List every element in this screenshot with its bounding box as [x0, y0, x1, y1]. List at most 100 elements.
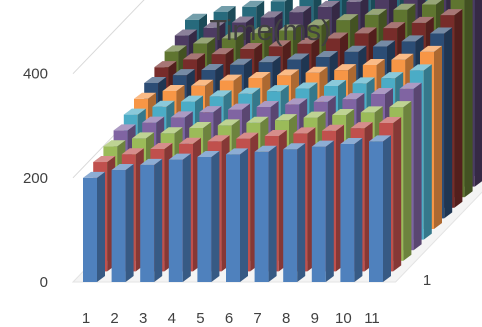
bar-top — [189, 121, 212, 128]
bar-top — [162, 84, 185, 91]
bar-front — [311, 146, 326, 282]
bar-side — [325, 140, 334, 282]
x-tick-label: 6 — [225, 310, 233, 327]
bar-top — [93, 156, 116, 163]
bar-side — [464, 0, 473, 198]
y-tick-label: 200 — [23, 170, 48, 187]
x-tick-label: 4 — [168, 310, 176, 327]
bar-top — [270, 0, 287, 2]
bar-top — [322, 124, 344, 131]
bar-top — [371, 87, 393, 94]
bar-top — [373, 40, 395, 47]
bar-top — [113, 124, 136, 131]
bar-s1-c7 — [254, 145, 277, 282]
bar-top — [160, 127, 183, 134]
bar-top — [295, 82, 318, 89]
bar-top — [193, 37, 216, 44]
bar-s1-c10 — [340, 137, 363, 282]
bar-front — [254, 151, 269, 282]
bar-top — [340, 137, 363, 144]
bar-top — [246, 116, 269, 123]
bar-top — [168, 153, 191, 160]
bar-top — [111, 164, 134, 171]
bar-top — [248, 71, 271, 78]
bar-side — [444, 27, 453, 219]
bar-side — [454, 9, 463, 208]
bar-front — [111, 170, 126, 282]
bar-top — [179, 137, 201, 144]
series-axis-ticks: 1 — [423, 272, 431, 289]
bar-top — [201, 63, 224, 70]
bar-front — [283, 149, 298, 282]
y-axis-ticks: 0 200 400 — [23, 66, 48, 291]
bar-top — [150, 143, 173, 150]
bar-top — [181, 95, 203, 102]
bar-top — [399, 82, 422, 89]
bar-top — [342, 93, 365, 100]
bar-top — [217, 119, 240, 126]
bar-top — [354, 27, 377, 34]
x-tick-label: 7 — [253, 310, 261, 327]
bar-top — [144, 76, 167, 83]
bar-top — [313, 95, 336, 102]
bar-top — [293, 127, 316, 134]
bar-top — [334, 64, 357, 71]
bar-s1-c5 — [197, 151, 220, 282]
bar-top — [140, 158, 163, 165]
bar-s1-c9 — [311, 140, 334, 282]
bar-top — [344, 45, 367, 52]
bar-top — [326, 32, 348, 39]
bar-side — [403, 101, 412, 261]
bar-top — [211, 48, 234, 55]
bar-top — [422, 0, 442, 5]
bar-top — [364, 8, 387, 15]
bar-top — [230, 58, 252, 65]
bar-top — [391, 53, 414, 60]
bar-top — [121, 148, 144, 155]
bar-top — [369, 135, 391, 142]
y-tick-label: 400 — [23, 66, 48, 83]
bar-top — [191, 79, 214, 86]
x-tick-label: 2 — [110, 310, 118, 327]
chart-title: Time(ms) — [209, 15, 330, 47]
bar-s1-c2 — [111, 164, 134, 282]
bar-top — [409, 64, 432, 71]
bar-top — [256, 100, 279, 107]
bar-side — [125, 164, 134, 282]
bar-top — [346, 0, 363, 2]
x-tick-label: 11 — [364, 310, 380, 327]
bar-front — [168, 159, 183, 282]
bar-top — [297, 37, 320, 44]
bar-front — [340, 143, 355, 282]
bar-side — [393, 116, 402, 272]
gridline-400 — [72, 0, 145, 75]
bar-front — [369, 141, 383, 282]
bar-top — [336, 14, 359, 21]
bar-top — [219, 74, 242, 81]
bar-top — [389, 101, 412, 108]
bar-top — [174, 29, 197, 36]
chart-bars — [83, 0, 482, 282]
bar-front — [226, 154, 240, 282]
bar-top — [232, 16, 254, 23]
bar-side — [211, 151, 220, 282]
bar-side — [354, 137, 363, 282]
bar-top — [240, 42, 263, 49]
bar-side — [182, 153, 191, 282]
bar-top — [360, 106, 383, 113]
bar-top — [379, 116, 402, 123]
bar-top — [285, 98, 308, 105]
bar-top — [283, 143, 306, 150]
bar-top — [430, 27, 453, 34]
bar-top — [228, 103, 250, 110]
x-tick-label: 3 — [139, 310, 147, 327]
bar-top — [154, 61, 177, 68]
bar-top — [132, 132, 154, 139]
bar-side — [297, 143, 306, 282]
bar-top — [268, 40, 291, 47]
bar-top — [289, 6, 312, 13]
bar-top — [254, 145, 277, 152]
bar-top — [185, 13, 207, 20]
bar-top — [103, 140, 126, 147]
